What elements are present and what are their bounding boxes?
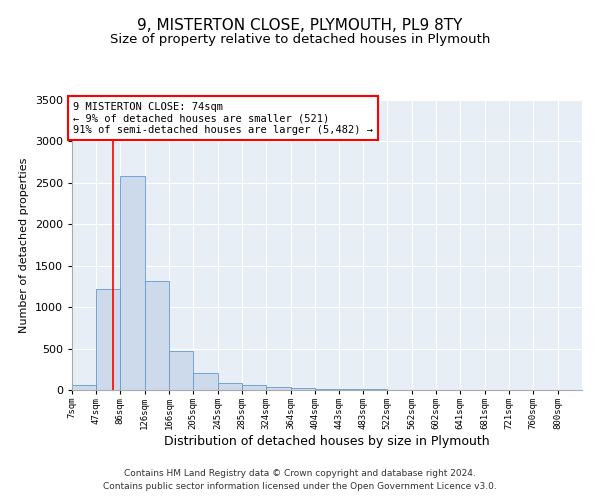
Bar xyxy=(339,389,364,390)
Bar xyxy=(121,176,145,390)
Bar xyxy=(169,351,193,390)
Bar xyxy=(290,388,315,390)
Bar xyxy=(145,282,169,390)
Text: Contains HM Land Registry data © Crown copyright and database right 2024.: Contains HM Land Registry data © Crown c… xyxy=(124,468,476,477)
Text: 9, MISTERTON CLOSE, PLYMOUTH, PL9 8TY: 9, MISTERTON CLOSE, PLYMOUTH, PL9 8TY xyxy=(137,18,463,32)
Text: Size of property relative to detached houses in Plymouth: Size of property relative to detached ho… xyxy=(110,32,490,46)
Bar xyxy=(266,387,290,390)
Text: 9 MISTERTON CLOSE: 74sqm
← 9% of detached houses are smaller (521)
91% of semi-d: 9 MISTERTON CLOSE: 74sqm ← 9% of detache… xyxy=(73,102,373,135)
Bar xyxy=(315,389,339,390)
Bar xyxy=(218,382,242,390)
Bar xyxy=(72,385,97,390)
Text: Contains public sector information licensed under the Open Government Licence v3: Contains public sector information licen… xyxy=(103,482,497,491)
X-axis label: Distribution of detached houses by size in Plymouth: Distribution of detached houses by size … xyxy=(164,434,490,448)
Bar xyxy=(97,289,121,390)
Y-axis label: Number of detached properties: Number of detached properties xyxy=(19,158,29,332)
Bar xyxy=(193,374,218,390)
Bar xyxy=(242,386,266,390)
